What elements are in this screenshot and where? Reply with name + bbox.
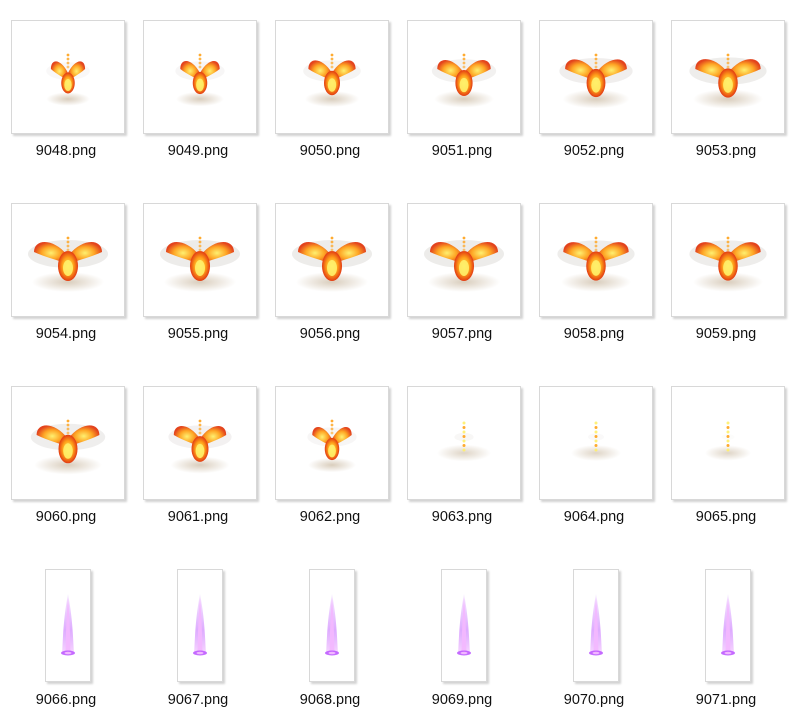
fading-effect-preview [705, 421, 751, 461]
file-thumbnail[interactable] [143, 386, 257, 500]
file-thumbnail[interactable] [11, 203, 125, 317]
file-thumbnail[interactable] [143, 203, 257, 317]
file-item[interactable]: 9063.png [396, 366, 528, 542]
file-name-label: 9071.png [695, 692, 757, 708]
file-name-label: 9049.png [167, 143, 229, 159]
purple-beam-preview [193, 594, 207, 656]
file-name-label: 9068.png [299, 692, 361, 708]
file-thumbnail[interactable] [407, 386, 521, 500]
file-item[interactable]: 9057.png [396, 183, 528, 359]
purple-beam-preview [457, 594, 471, 656]
file-thumbnail[interactable] [671, 20, 785, 134]
file-item[interactable]: 9052.png [528, 0, 660, 176]
file-item[interactable]: 9055.png [132, 183, 264, 359]
file-item[interactable]: 9065.png [660, 366, 792, 542]
file-item[interactable]: 9067.png [132, 549, 264, 725]
file-item[interactable]: 9053.png [660, 0, 792, 176]
file-item[interactable]: 9062.png [264, 366, 396, 542]
file-thumbnail[interactable] [705, 569, 751, 682]
file-name-label: 9066.png [35, 692, 97, 708]
file-name-label: 9069.png [431, 692, 493, 708]
fading-effect-preview [437, 421, 491, 462]
file-thumbnail[interactable] [539, 386, 653, 500]
file-name-label: 9067.png [167, 692, 229, 708]
file-item[interactable]: 9070.png [528, 549, 660, 725]
file-name-label: 9051.png [431, 143, 493, 159]
file-item[interactable]: 9051.png [396, 0, 528, 176]
file-thumbnail[interactable] [671, 386, 785, 500]
file-item[interactable]: 9060.png [0, 366, 132, 542]
file-name-label: 9058.png [563, 326, 625, 342]
file-item[interactable]: 9068.png [264, 549, 396, 725]
file-name-label: 9054.png [35, 326, 97, 342]
purple-beam-preview [61, 594, 75, 656]
file-item[interactable]: 9059.png [660, 183, 792, 359]
phoenix-effect-preview [30, 419, 106, 475]
file-name-label: 9053.png [695, 143, 757, 159]
file-name-label: 9050.png [299, 143, 361, 159]
phoenix-effect-preview [307, 419, 357, 473]
phoenix-effect-preview [424, 236, 504, 292]
file-item[interactable]: 9054.png [0, 183, 132, 359]
file-name-label: 9057.png [431, 326, 493, 342]
file-item[interactable]: 9056.png [264, 183, 396, 359]
file-item[interactable]: 9064.png [528, 366, 660, 542]
phoenix-effect-preview [557, 236, 635, 292]
file-item[interactable]: 9049.png [132, 0, 264, 176]
phoenix-effect-preview [303, 53, 361, 107]
phoenix-effect-preview [160, 236, 240, 292]
file-name-label: 9056.png [299, 326, 361, 342]
file-name-label: 9062.png [299, 509, 361, 525]
file-name-label: 9048.png [35, 143, 97, 159]
purple-beam-preview [325, 594, 339, 656]
file-item[interactable]: 9071.png [660, 549, 792, 725]
file-thumbnail[interactable] [539, 20, 653, 134]
file-thumbnail[interactable] [177, 569, 223, 682]
file-thumbnail[interactable] [671, 203, 785, 317]
file-name-label: 9052.png [563, 143, 625, 159]
file-name-label: 9063.png [431, 509, 493, 525]
file-name-label: 9060.png [35, 509, 97, 525]
file-thumbnail[interactable] [11, 386, 125, 500]
file-item[interactable]: 9050.png [264, 0, 396, 176]
phoenix-effect-preview [292, 236, 372, 292]
file-thumbnail[interactable] [539, 203, 653, 317]
file-name-label: 9059.png [695, 326, 757, 342]
phoenix-effect-preview [689, 236, 767, 292]
file-thumbnail[interactable] [275, 203, 389, 317]
file-item[interactable]: 9069.png [396, 549, 528, 725]
file-thumbnail[interactable] [143, 20, 257, 134]
file-item[interactable]: 9048.png [0, 0, 132, 176]
file-item[interactable]: 9058.png [528, 183, 660, 359]
phoenix-effect-preview [689, 53, 767, 109]
file-item[interactable]: 9061.png [132, 366, 264, 542]
file-thumbnail[interactable] [407, 203, 521, 317]
file-thumbnail[interactable] [441, 569, 487, 682]
file-thumbnail[interactable] [275, 20, 389, 134]
purple-beam-preview [721, 594, 735, 656]
file-name-label: 9065.png [695, 509, 757, 525]
file-thumbnail[interactable] [309, 569, 355, 682]
phoenix-effect-preview [175, 53, 225, 107]
file-item[interactable]: 9066.png [0, 549, 132, 725]
purple-beam-preview [589, 594, 603, 656]
phoenix-effect-preview [28, 236, 108, 292]
file-name-label: 9064.png [563, 509, 625, 525]
file-name-label: 9061.png [167, 509, 229, 525]
phoenix-effect-preview [46, 53, 90, 106]
phoenix-effect-preview [168, 419, 232, 474]
file-thumbnail[interactable] [275, 386, 389, 500]
phoenix-effect-preview [431, 53, 497, 108]
fading-effect-preview [571, 421, 621, 461]
file-thumbnail[interactable] [407, 20, 521, 134]
file-thumbnail[interactable] [573, 569, 619, 682]
phoenix-effect-preview [559, 53, 633, 109]
file-thumbnail[interactable] [11, 20, 125, 134]
file-name-label: 9055.png [167, 326, 229, 342]
file-name-label: 9070.png [563, 692, 625, 708]
file-thumbnail[interactable] [45, 569, 91, 682]
